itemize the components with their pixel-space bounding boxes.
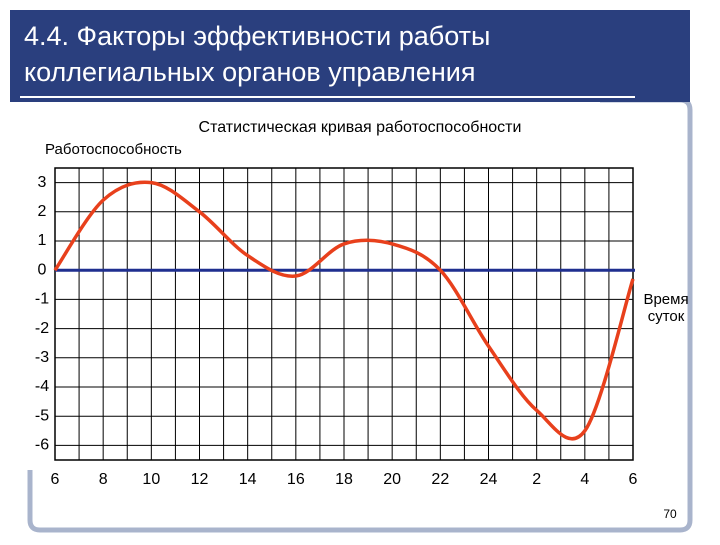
y-tick-label: -3 [35, 349, 49, 366]
x-tick-label: 6 [51, 471, 60, 488]
page-number: 70 [663, 507, 677, 521]
x-tick-label: 16 [287, 471, 305, 488]
slide-title: 4.4. Факторы эффективности работы [24, 21, 490, 51]
x-tick-label: 6 [629, 471, 638, 488]
x-tick-label: 14 [239, 471, 257, 488]
y-tick-label: -6 [35, 437, 49, 454]
slide-frame [27, 97, 693, 533]
slide-title: коллегиальных органов управления [24, 57, 476, 87]
y-axis-label: Работоспособность [45, 141, 182, 158]
x-tick-label: 10 [142, 471, 160, 488]
y-tick-label: 0 [38, 261, 47, 278]
x-tick-label: 12 [191, 471, 209, 488]
y-tick-label: -5 [35, 407, 49, 424]
x-tick-label: 8 [99, 471, 108, 488]
x-axis-label: суток [648, 308, 685, 325]
chart-title: Статистическая кривая работоспособности [199, 119, 522, 136]
y-tick-label: 3 [38, 174, 47, 191]
x-tick-label: 18 [335, 471, 353, 488]
y-tick-label: -2 [35, 320, 49, 337]
data-line [53, 180, 635, 441]
x-tick-label: 22 [431, 471, 449, 488]
y-tick-label: -1 [35, 291, 49, 308]
header-bar [10, 10, 690, 102]
y-tick-label: -4 [35, 378, 49, 395]
x-tick-label: 20 [383, 471, 401, 488]
x-tick-label: 2 [532, 471, 541, 488]
x-axis-label: Время [643, 291, 688, 308]
x-tick-label: 24 [480, 471, 498, 488]
y-tick-label: 2 [38, 203, 47, 220]
y-tick-label: 1 [38, 232, 47, 249]
x-tick-label: 4 [580, 471, 589, 488]
